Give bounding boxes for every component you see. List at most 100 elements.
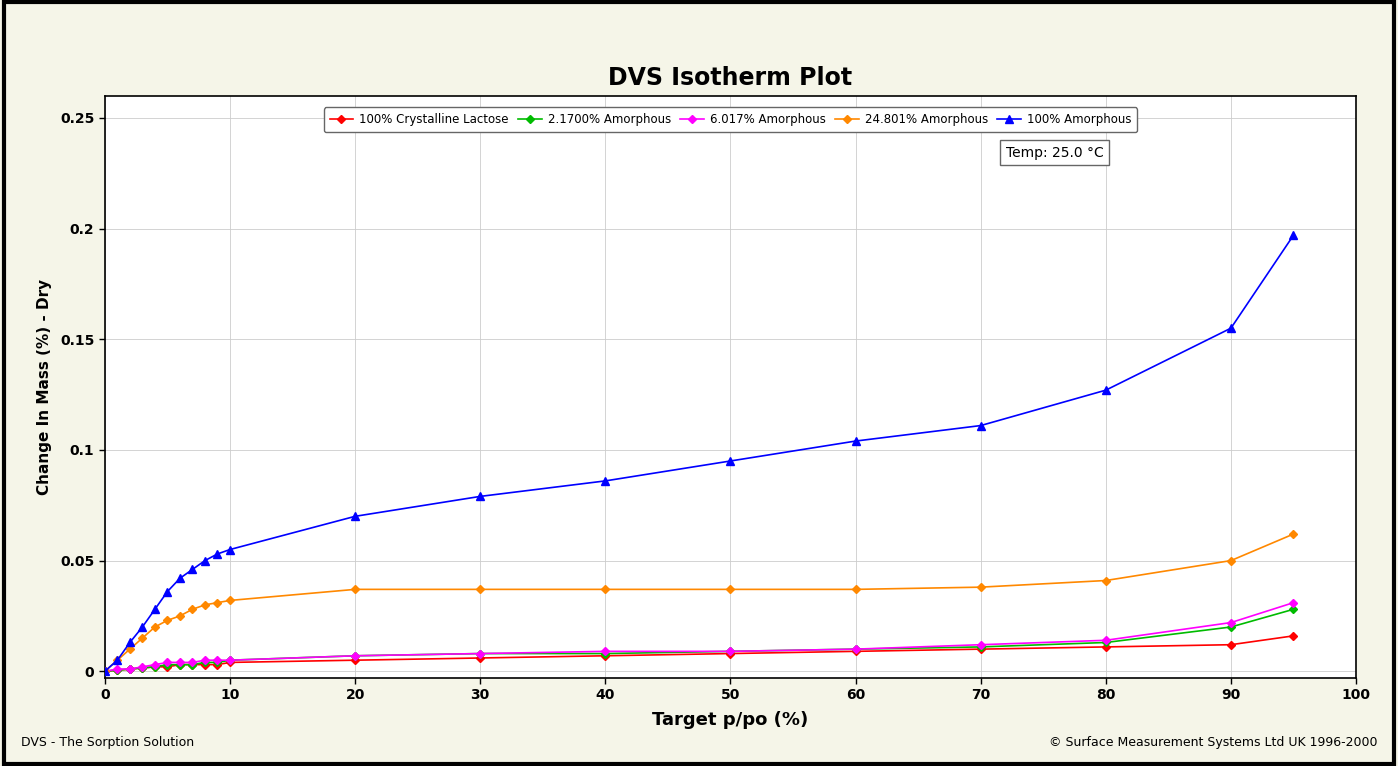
100% Amorphous: [723, 457, 740, 466]
6.017% Amorphous: [597, 647, 614, 656]
100% Amorphous: [96, 666, 113, 676]
2.1700% Amorphous: [147, 663, 164, 672]
24.801% Amorphous: [122, 644, 138, 653]
100% Amorphous: [185, 565, 201, 574]
Text: DVS - The Sorption Solution: DVS - The Sorption Solution: [21, 736, 194, 749]
Line: 24.801% Amorphous: 24.801% Amorphous: [102, 532, 1296, 674]
2.1700% Amorphous: [96, 666, 113, 676]
Title: DVS Isotherm Plot: DVS Isotherm Plot: [608, 66, 853, 90]
6.017% Amorphous: [973, 640, 990, 650]
24.801% Amorphous: [1222, 556, 1239, 565]
2.1700% Amorphous: [172, 660, 189, 669]
2.1700% Amorphous: [210, 658, 226, 667]
24.801% Amorphous: [159, 616, 176, 625]
24.801% Amorphous: [1097, 576, 1114, 585]
2.1700% Amorphous: [847, 644, 864, 653]
2.1700% Amorphous: [597, 649, 614, 658]
100% Crystalline Lactose: [185, 660, 201, 669]
24.801% Amorphous: [197, 601, 214, 610]
100% Crystalline Lactose: [973, 644, 990, 653]
24.801% Amorphous: [597, 584, 614, 594]
24.801% Amorphous: [723, 584, 740, 594]
6.017% Amorphous: [96, 666, 113, 676]
100% Crystalline Lactose: [96, 666, 113, 676]
Y-axis label: Change In Mass (%) - Dry: Change In Mass (%) - Dry: [36, 279, 52, 495]
Line: 2.1700% Amorphous: 2.1700% Amorphous: [102, 607, 1296, 674]
Line: 100% Amorphous: 100% Amorphous: [101, 231, 1297, 676]
24.801% Amorphous: [134, 633, 151, 643]
100% Crystalline Lactose: [147, 663, 164, 672]
100% Amorphous: [109, 656, 126, 665]
100% Amorphous: [1222, 323, 1239, 332]
6.017% Amorphous: [347, 651, 363, 660]
24.801% Amorphous: [147, 623, 164, 632]
6.017% Amorphous: [147, 660, 164, 669]
24.801% Amorphous: [471, 584, 489, 594]
2.1700% Amorphous: [1285, 604, 1302, 614]
100% Amorphous: [1285, 231, 1302, 240]
2.1700% Amorphous: [197, 658, 214, 667]
6.017% Amorphous: [1097, 636, 1114, 645]
100% Crystalline Lactose: [1097, 643, 1114, 652]
X-axis label: Target p/po (%): Target p/po (%): [653, 711, 808, 728]
100% Crystalline Lactose: [221, 658, 238, 667]
24.801% Amorphous: [221, 596, 238, 605]
24.801% Amorphous: [210, 598, 226, 607]
6.017% Amorphous: [197, 656, 214, 665]
2.1700% Amorphous: [221, 656, 238, 665]
6.017% Amorphous: [1285, 598, 1302, 607]
6.017% Amorphous: [172, 658, 189, 667]
2.1700% Amorphous: [347, 651, 363, 660]
2.1700% Amorphous: [185, 660, 201, 669]
100% Amorphous: [973, 421, 990, 430]
100% Amorphous: [147, 604, 164, 614]
100% Amorphous: [122, 638, 138, 647]
6.017% Amorphous: [723, 647, 740, 656]
6.017% Amorphous: [221, 656, 238, 665]
100% Amorphous: [134, 623, 151, 632]
100% Crystalline Lactose: [471, 653, 489, 663]
100% Crystalline Lactose: [1222, 640, 1239, 650]
100% Amorphous: [159, 587, 176, 596]
Text: © Surface Measurement Systems Ltd UK 1996-2000: © Surface Measurement Systems Ltd UK 199…: [1048, 736, 1377, 749]
6.017% Amorphous: [122, 664, 138, 673]
2.1700% Amorphous: [159, 660, 176, 669]
6.017% Amorphous: [847, 644, 864, 653]
100% Crystalline Lactose: [723, 649, 740, 658]
2.1700% Amorphous: [1222, 623, 1239, 632]
100% Amorphous: [597, 476, 614, 486]
100% Crystalline Lactose: [847, 647, 864, 656]
100% Amorphous: [221, 545, 238, 554]
100% Amorphous: [471, 492, 489, 501]
2.1700% Amorphous: [1097, 638, 1114, 647]
Legend: 100% Crystalline Lactose, 2.1700% Amorphous, 6.017% Amorphous, 24.801% Amorphous: 100% Crystalline Lactose, 2.1700% Amorph…: [324, 107, 1137, 133]
24.801% Amorphous: [847, 584, 864, 594]
6.017% Amorphous: [159, 658, 176, 667]
100% Amorphous: [1097, 385, 1114, 394]
24.801% Amorphous: [347, 584, 363, 594]
100% Amorphous: [197, 556, 214, 565]
2.1700% Amorphous: [134, 663, 151, 673]
100% Amorphous: [847, 437, 864, 446]
6.017% Amorphous: [210, 656, 226, 665]
Line: 100% Crystalline Lactose: 100% Crystalline Lactose: [102, 633, 1296, 674]
6.017% Amorphous: [134, 663, 151, 672]
100% Crystalline Lactose: [597, 651, 614, 660]
24.801% Amorphous: [96, 666, 113, 676]
100% Amorphous: [347, 512, 363, 521]
100% Crystalline Lactose: [134, 663, 151, 673]
100% Crystalline Lactose: [122, 664, 138, 673]
100% Crystalline Lactose: [1285, 631, 1302, 640]
24.801% Amorphous: [109, 656, 126, 665]
6.017% Amorphous: [1222, 618, 1239, 627]
Text: Temp: 25.0 °C: Temp: 25.0 °C: [1005, 146, 1103, 160]
6.017% Amorphous: [471, 649, 489, 658]
24.801% Amorphous: [185, 604, 201, 614]
100% Crystalline Lactose: [210, 660, 226, 669]
24.801% Amorphous: [172, 611, 189, 620]
100% Amorphous: [210, 549, 226, 558]
2.1700% Amorphous: [723, 647, 740, 656]
100% Crystalline Lactose: [109, 666, 126, 675]
2.1700% Amorphous: [109, 666, 126, 675]
100% Crystalline Lactose: [347, 656, 363, 665]
